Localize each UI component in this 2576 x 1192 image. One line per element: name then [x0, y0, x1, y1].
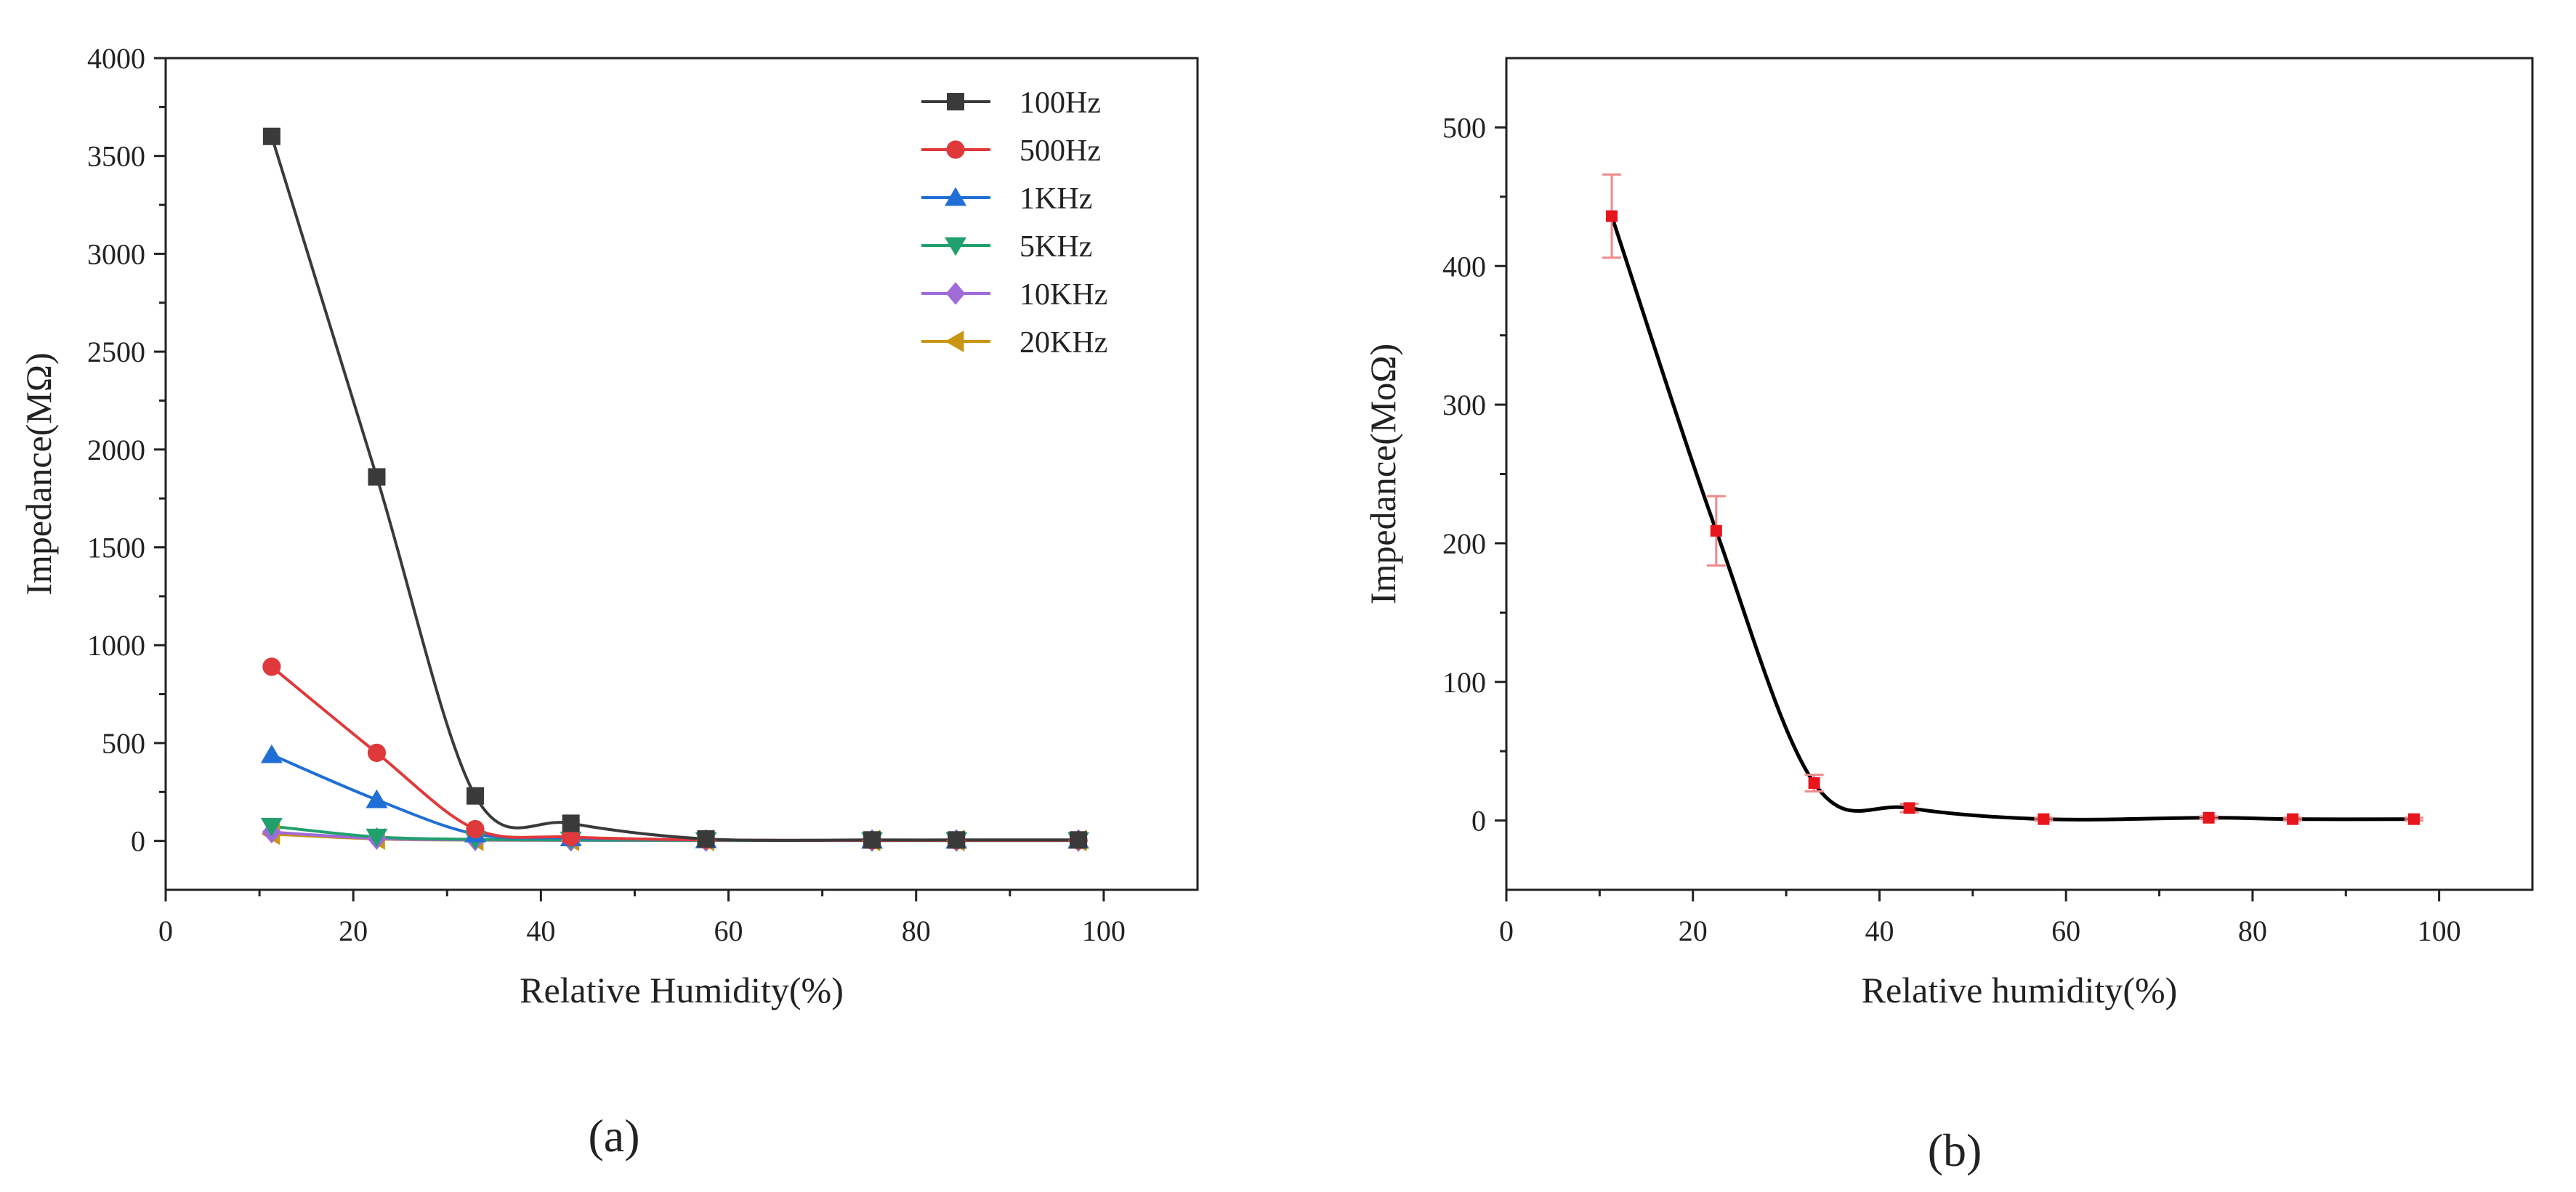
- data-point-500Hz: [262, 657, 281, 676]
- panel-b-label: (b): [1928, 1124, 1982, 1176]
- data-point: [2038, 813, 2050, 825]
- y-tick-label: 2500: [87, 336, 145, 368]
- data-point-5KHz: [366, 828, 388, 848]
- x-tick-label: 60: [714, 915, 743, 947]
- x-tick-label: 0: [1499, 915, 1514, 947]
- x-axis-label: Relative Humidity(%): [520, 970, 844, 1010]
- x-tick-label: 0: [158, 915, 173, 947]
- legend-marker-500Hz: [946, 140, 965, 159]
- legend-marker-20KHz: [945, 331, 964, 352]
- data-point-100Hz: [562, 814, 580, 832]
- plot-frame: [1505, 57, 2534, 891]
- legend-label: 1KHz: [1020, 182, 1092, 216]
- y-tick-label: 500: [1442, 111, 1486, 144]
- data-point-1KHz: [366, 789, 388, 808]
- data-point: [2407, 813, 2420, 825]
- plot-frame: [164, 57, 1199, 891]
- y-axis-label: Impedance(MoΩ): [1362, 344, 1403, 604]
- data-point: [2202, 811, 2215, 824]
- x-axis-label: Relative humidity(%): [1862, 970, 2178, 1010]
- legend-marker-5KHz: [945, 237, 966, 256]
- y-tick-label: 500: [102, 727, 145, 760]
- data-point-100Hz: [262, 127, 280, 145]
- data-point: [1808, 777, 1820, 790]
- data-point-100Hz: [863, 831, 881, 849]
- y-axis-label: Impedance(MΩ): [18, 352, 59, 595]
- y-tick-label: 3500: [87, 140, 145, 173]
- data-point-100Hz: [368, 468, 386, 486]
- legend-marker-1KHz: [945, 187, 966, 206]
- series-line-500Hz: [270, 665, 1079, 842]
- x-tick-label: 60: [2051, 915, 2080, 947]
- x-tick-label: 40: [526, 915, 555, 947]
- legend-label: 100Hz: [1020, 86, 1101, 120]
- data-point: [1710, 524, 1722, 537]
- series-line: [1610, 215, 2414, 822]
- data-point-500Hz: [562, 827, 581, 846]
- legend-label: 500Hz: [1020, 134, 1101, 168]
- data-point-100Hz: [467, 787, 484, 805]
- panel-a: 0 20 40 60 80 1000500100015002000250030003500…: [18, 42, 1199, 1010]
- y-tick-label: 100: [1442, 666, 1486, 699]
- legend-label: 20KHz: [1020, 326, 1107, 360]
- x-tick-label: 80: [2238, 915, 2267, 947]
- data-point-1KHz: [260, 744, 283, 763]
- legend-marker-100Hz: [947, 93, 964, 110]
- data-point-500Hz: [367, 743, 387, 763]
- panel-a-label: (a): [588, 1110, 639, 1161]
- y-tick-label: 1500: [87, 532, 145, 564]
- x-tick-label: 40: [1865, 915, 1894, 947]
- legend-label: 5KHz: [1020, 230, 1092, 264]
- x-tick-label: 100: [1082, 915, 1126, 947]
- data-point: [1606, 210, 1618, 222]
- data-point-100Hz: [1070, 831, 1088, 849]
- data-point-100Hz: [948, 831, 966, 849]
- x-tick-label: 100: [2418, 915, 2461, 947]
- y-tick-label: 400: [1442, 250, 1486, 283]
- data-point-500Hz: [466, 819, 485, 839]
- y-tick-label: 0: [131, 825, 145, 858]
- x-tick-label: 80: [902, 915, 931, 947]
- data-point-100Hz: [697, 830, 715, 848]
- y-tick-label: 0: [1471, 805, 1486, 838]
- y-tick-label: 3000: [87, 238, 145, 270]
- y-tick-label: 300: [1442, 389, 1486, 421]
- x-tick-label: 20: [339, 915, 368, 947]
- data-point-5KHz: [260, 818, 283, 837]
- data-point: [2287, 813, 2299, 825]
- panel-b: 0 20 40 60 80 100 0 100 200 300 400 500 Relative hum…: [1362, 57, 2534, 1010]
- legend-label: 10KHz: [1020, 278, 1107, 312]
- y-tick-label: 2000: [87, 434, 145, 466]
- y-tick-label: 1000: [87, 629, 145, 662]
- x-tick-label: 20: [1679, 915, 1708, 947]
- data-point: [1903, 802, 1915, 814]
- legend-marker-10KHz: [945, 282, 966, 305]
- y-tick-label: 200: [1442, 527, 1486, 560]
- y-tick-label: 4000: [87, 42, 145, 75]
